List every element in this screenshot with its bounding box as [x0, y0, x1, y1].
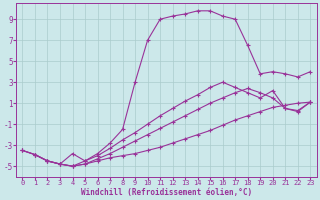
- X-axis label: Windchill (Refroidissement éolien,°C): Windchill (Refroidissement éolien,°C): [81, 188, 252, 197]
